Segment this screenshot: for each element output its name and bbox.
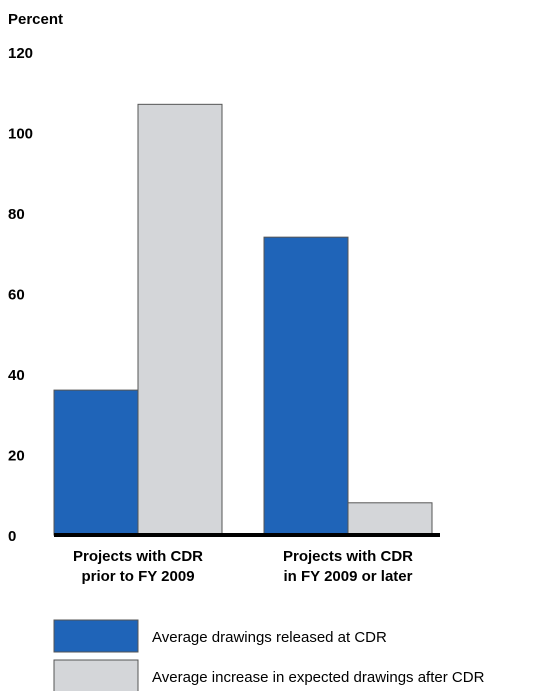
bars <box>53 103 433 536</box>
x-category-label-line: prior to FY 2009 <box>81 568 194 585</box>
y-axis-ticks: 0 20 40 60 80 100 120 <box>8 45 33 545</box>
bar-series1-group1 <box>53 389 139 536</box>
legend-swatch-series2 <box>53 659 139 693</box>
x-category-label-line: Projects with CDR <box>73 548 203 565</box>
legend-label-series2: Average increase in expected drawings af… <box>152 669 485 686</box>
x-category-label: Projects with CDR in FY 2009 or later <box>283 548 413 585</box>
x-axis-category-labels: Projects with CDR prior to FY 2009Project… <box>73 548 413 585</box>
y-tick-label: 100 <box>8 126 33 143</box>
legend-label-series1: Average drawings released at CDR <box>152 629 387 646</box>
bar-series2-group1 <box>137 103 223 536</box>
x-category-label: Projects with CDR prior to FY 2009 <box>73 548 203 585</box>
bar-series1-group2 <box>263 236 349 536</box>
bar-series2-group2 <box>347 502 433 536</box>
y-tick-label: 80 <box>8 206 25 223</box>
y-tick-label: 120 <box>8 45 33 62</box>
x-category-label-line: Projects with CDR <box>283 548 413 565</box>
y-tick-label: 20 <box>8 448 25 465</box>
x-category-label-line: in FY 2009 or later <box>284 568 413 585</box>
y-tick-label: 60 <box>8 287 25 304</box>
y-tick-label: 0 <box>8 528 16 545</box>
y-tick-label: 40 <box>8 367 25 384</box>
legend: Average drawings released at CDR Average … <box>53 619 485 693</box>
legend-swatch-series1 <box>53 619 139 653</box>
y-axis-title: Percent <box>8 11 63 28</box>
